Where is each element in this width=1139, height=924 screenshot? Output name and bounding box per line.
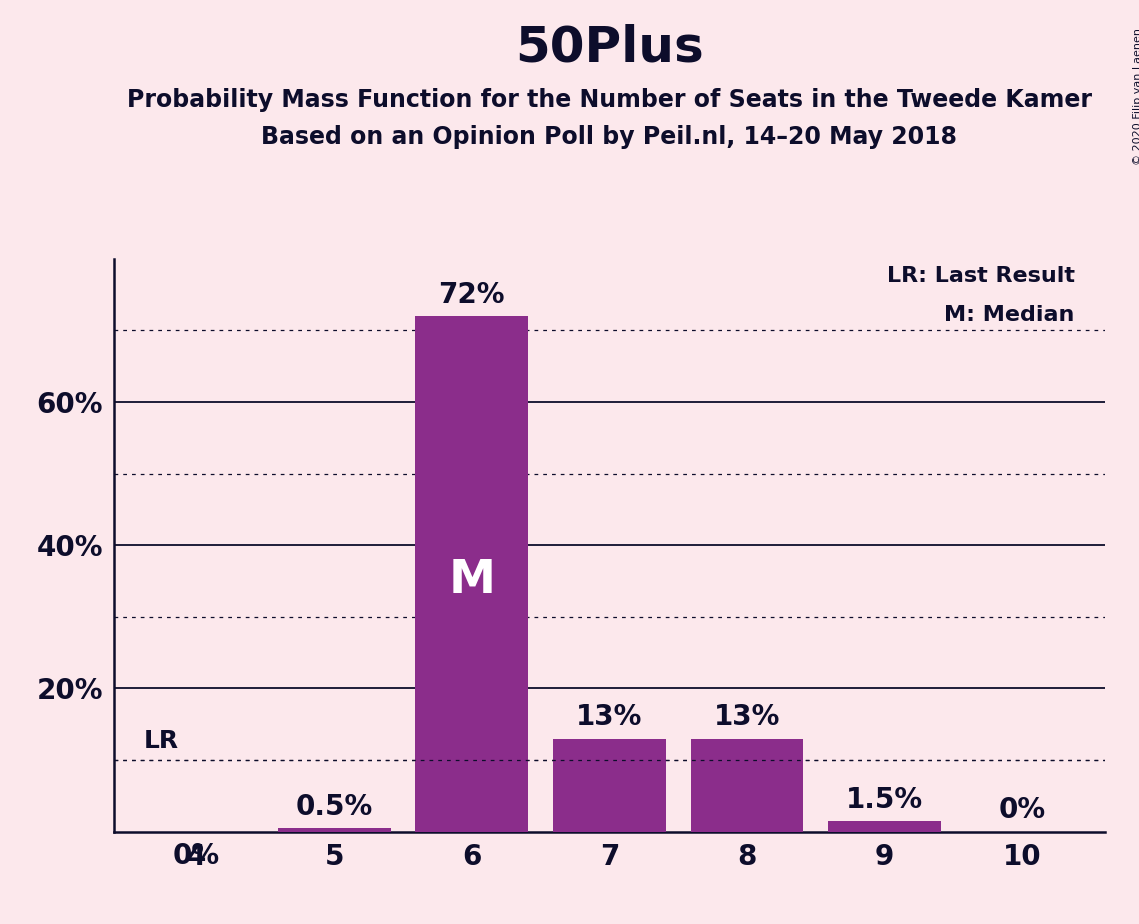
Text: LR: LR: [145, 729, 179, 753]
Bar: [416, 316, 528, 832]
Text: M: Median: M: Median: [944, 305, 1074, 325]
Text: 50Plus: 50Plus: [515, 23, 704, 71]
Text: Probability Mass Function for the Number of Seats in the Tweede Kamer: Probability Mass Function for the Number…: [126, 88, 1092, 112]
Text: 13%: 13%: [576, 703, 642, 732]
Bar: [690, 738, 803, 832]
Text: M: M: [449, 558, 495, 603]
Text: 0.5%: 0.5%: [295, 793, 372, 821]
Text: 0%: 0%: [999, 796, 1046, 824]
Text: © 2020 Filip van Laenen: © 2020 Filip van Laenen: [1133, 28, 1139, 164]
Bar: [278, 828, 391, 832]
Text: 72%: 72%: [439, 281, 505, 309]
Bar: [828, 821, 941, 832]
Text: 0%: 0%: [173, 843, 220, 870]
Bar: [552, 738, 666, 832]
Text: LR: Last Result: LR: Last Result: [886, 266, 1074, 286]
Text: 13%: 13%: [714, 703, 780, 732]
Text: 1.5%: 1.5%: [846, 785, 924, 814]
Text: Based on an Opinion Poll by Peil.nl, 14–20 May 2018: Based on an Opinion Poll by Peil.nl, 14–…: [261, 125, 958, 149]
